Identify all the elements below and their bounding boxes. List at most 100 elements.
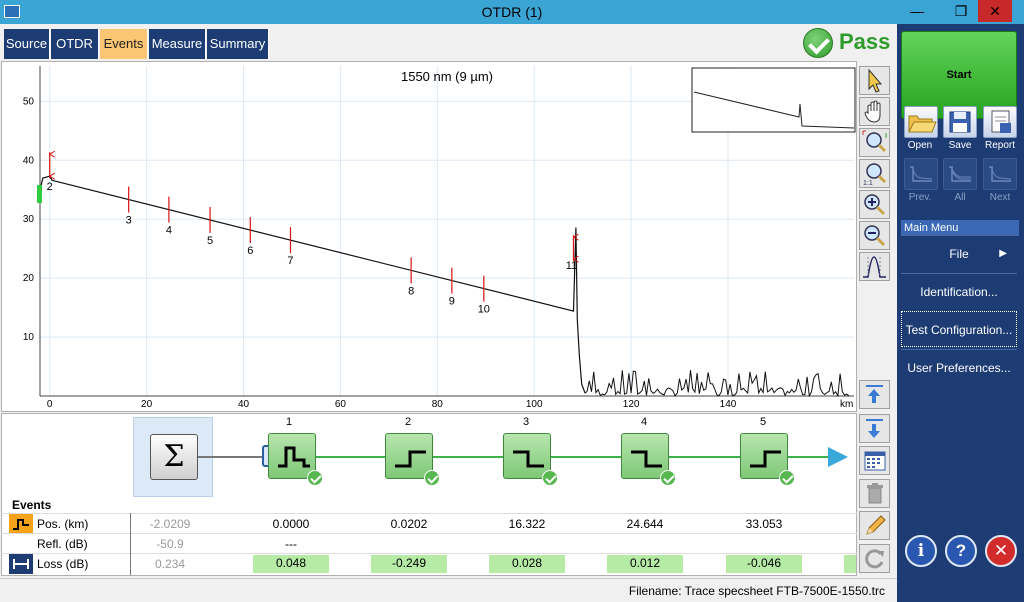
position-icon	[9, 514, 33, 534]
menu-item-test-configuration[interactable]: Test Configuration...	[901, 311, 1017, 347]
save-button[interactable]	[943, 106, 977, 138]
report-button[interactable]	[983, 106, 1017, 138]
event-number-2: 2	[404, 416, 412, 428]
pass-label: Pass	[839, 29, 891, 54]
report-label: Report	[984, 140, 1015, 151]
maximize-icon[interactable]: ❐	[954, 3, 968, 19]
event-ok-icon	[660, 470, 676, 486]
tab-bar: Source OTDR Events Measure Summary	[0, 24, 897, 61]
report-icon	[991, 110, 1011, 133]
step-up-event-icon	[750, 450, 781, 468]
trace-line	[39, 175, 586, 394]
zoom-in-tool[interactable]	[859, 190, 890, 219]
event-box-5[interactable]	[740, 433, 795, 486]
delete-event-button[interactable]	[859, 479, 890, 508]
help-button[interactable]: ?	[945, 535, 977, 567]
zoom-1to1-tool[interactable]: 1:1	[859, 159, 890, 188]
x-tick-label: 20	[141, 399, 153, 410]
prev-label: Prev.	[908, 192, 932, 203]
table-cell: -0.046	[726, 555, 802, 573]
next-button[interactable]	[983, 158, 1017, 190]
select-cursor-tool[interactable]	[859, 66, 890, 95]
otdr-graph-panel[interactable]: 0 20 40 60 80 100 120 140 10 20 30 40 50 km 2 3 4 5 6 7 8 9 1…	[1, 61, 857, 412]
event-box-4[interactable]	[621, 433, 676, 486]
x-tick-label: 80	[432, 399, 444, 410]
event-box-1[interactable]	[268, 433, 323, 486]
row-label: Loss (dB)	[37, 557, 89, 571]
tab-summary[interactable]: Summary	[207, 29, 269, 59]
otdr-trace-chart[interactable]: 0 20 40 60 80 100 120 140 10 20 30 40 50 km 2 3 4 5 6 7 8 9 1…	[2, 62, 856, 411]
cursor-arrow-icon	[868, 68, 883, 93]
overview-thumbnail[interactable]	[691, 67, 856, 133]
table-cell: 0.0202	[390, 517, 428, 531]
y-tick-label: 20	[23, 273, 35, 284]
table-cell: 24.644	[626, 517, 664, 531]
menu-item-user-preferences[interactable]: User Preferences...	[901, 349, 1017, 385]
event-box-3[interactable]	[503, 433, 558, 486]
event-label: 5	[207, 235, 213, 247]
wavelength-label: 1550 nm (9 µm)	[401, 69, 493, 84]
event-number-1: 1	[285, 416, 293, 428]
launch-marker[interactable]	[37, 185, 42, 203]
x-tick-label: 100	[526, 399, 543, 410]
minimize-icon[interactable]: —	[910, 3, 924, 19]
exit-button[interactable]: ✕	[985, 535, 1017, 567]
events-title: Events	[12, 498, 52, 512]
reanalyze-button[interactable]	[859, 544, 890, 573]
zoom-full-tool[interactable]	[859, 128, 890, 157]
pass-check-icon	[803, 28, 833, 58]
all-button[interactable]	[943, 158, 977, 190]
open-button[interactable]	[904, 106, 938, 138]
table-cell: 0.012	[607, 555, 683, 573]
table-divider	[130, 513, 131, 575]
tab-source[interactable]: Source	[4, 29, 50, 59]
close-icon[interactable]: ✕	[978, 0, 1012, 22]
info-button[interactable]: i	[905, 535, 937, 567]
sigma-summary-button[interactable]: Σ	[150, 434, 198, 480]
table-cell: 0.028	[489, 555, 565, 573]
start-button[interactable]: Start	[901, 31, 1017, 119]
pan-hand-tool[interactable]	[859, 97, 890, 126]
status-bar: Filename: Trace specsheet FTB-7500E-1550…	[0, 578, 897, 602]
zoom-out-tool[interactable]	[859, 221, 890, 250]
prev-trace-icon	[910, 166, 933, 182]
next-trace-icon	[989, 166, 1012, 182]
x-tick-label: 140	[720, 399, 737, 410]
event-number-3: 3	[522, 416, 530, 428]
title-bar: OTDR (1) — ❐ ✕	[0, 0, 1024, 24]
event-box-2[interactable]	[385, 433, 440, 486]
tab-otdr[interactable]: OTDR	[51, 29, 99, 59]
table-row-loss: Loss (dB) 0.234 0.048 -0.249 0.028 0.012…	[1, 553, 857, 574]
event-label: 3	[126, 215, 132, 227]
row-label: Refl. (dB)	[37, 537, 88, 551]
x-tick-label: 40	[238, 399, 250, 410]
all-label: All	[954, 192, 966, 203]
tab-measure[interactable]: Measure	[149, 29, 206, 59]
pencil-icon	[866, 515, 886, 535]
event-ok-icon	[779, 470, 795, 486]
edit-event-button[interactable]	[859, 511, 890, 540]
save-disk-icon	[949, 111, 971, 133]
event-table-button[interactable]	[859, 446, 890, 475]
event-number-4: 4	[640, 416, 648, 428]
auto-scale-tool[interactable]	[859, 252, 890, 281]
tab-events[interactable]: Events	[100, 29, 148, 59]
menu-item-label: File	[949, 247, 969, 261]
event-marker-arrow	[49, 172, 55, 180]
event-label: 6	[247, 245, 253, 257]
event-marker-arrow	[49, 150, 55, 158]
filename-label: Filename: Trace specsheet FTB-7500E-1550…	[628, 584, 885, 598]
chevron-right-icon: ▶	[999, 248, 1007, 259]
zoom-out-icon	[864, 225, 886, 247]
window-title: OTDR (1)	[481, 4, 543, 20]
menu-item-identification[interactable]: Identification...	[901, 273, 1017, 309]
table-cell: 0.234	[154, 557, 186, 571]
scroll-down-button[interactable]	[859, 414, 890, 443]
menu-item-file[interactable]: File ▶	[901, 235, 1017, 271]
table-cell: -50.9	[156, 537, 184, 551]
main-menu-header: Main Menu	[901, 220, 1019, 236]
save-label: Save	[948, 140, 972, 151]
scroll-up-button[interactable]	[859, 380, 890, 409]
prev-button[interactable]	[904, 158, 938, 190]
status-badge: Pass	[803, 27, 895, 61]
